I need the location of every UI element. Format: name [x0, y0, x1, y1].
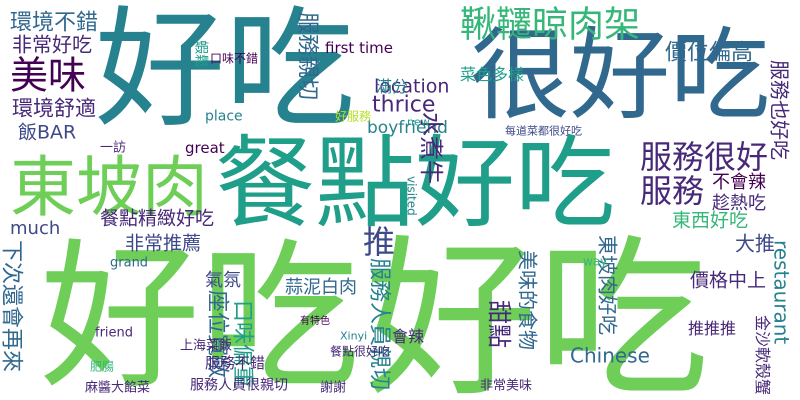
cloud-word: 推推推 [688, 319, 736, 338]
cloud-word: much [10, 218, 60, 239]
cloud-word: 服務 [640, 172, 704, 210]
cloud-word: 口味偏重 [230, 300, 255, 388]
cloud-word: 鞦韆晾肉架 [460, 5, 640, 46]
cloud-word: 每道菜都很好吃 [505, 124, 582, 138]
cloud-word: 非常美味 [480, 378, 532, 393]
cloud-word: 服務人員親切 [367, 258, 392, 390]
cloud-word: great [185, 139, 225, 157]
cloud-word: 服務也好吃 [767, 60, 791, 160]
cloud-word: 很好吃 [470, 17, 770, 134]
cloud-word: new [407, 116, 430, 129]
cloud-word: 非常推薦 [125, 233, 201, 255]
cloud-word: thrice [372, 92, 435, 117]
cloud-word: 氣氛 [205, 270, 241, 291]
cloud-word: 美味 [10, 53, 86, 97]
cloud-word: 肥腸 [90, 360, 114, 374]
cloud-word: 餐點好吃 [215, 125, 615, 242]
cloud-word: way [583, 255, 607, 269]
cloud-word: 大推 [735, 232, 775, 256]
cloud-word: 好吃 [95, 0, 355, 145]
cloud-word: 環境不錯 [10, 10, 98, 35]
cloud-word: 非常好吃 [12, 33, 92, 57]
cloud-word: 不會辣 [712, 172, 766, 193]
cloud-word: 服務親切 [295, 12, 320, 100]
cloud-word: 水煮牛 [417, 112, 445, 184]
cloud-word: 好吃 [40, 224, 360, 400]
cloud-word: boyfriend [367, 118, 448, 138]
cloud-word: 好服務 [335, 110, 371, 124]
cloud-word: 會辣 [392, 327, 424, 346]
cloud-word: friend [95, 325, 133, 340]
cloud-word: 服務人員很親切 [190, 377, 288, 393]
cloud-word: 麻醬大餡菜 [85, 379, 150, 395]
cloud-word: 下次還會再來 [0, 240, 24, 372]
cloud-word: 蝦鬆 [193, 40, 209, 68]
cloud-word: restaurant [769, 240, 793, 344]
cloud-word: 甜點 [485, 300, 513, 348]
cloud-word: 菜色多樣 [460, 65, 524, 84]
cloud-word: 一訪 [100, 139, 126, 155]
cloud-word: 有特色 [300, 314, 330, 327]
cloud-word: visited [404, 176, 418, 216]
cloud-word: Xinyi [340, 330, 367, 343]
cloud-word: 金沙軟殼蟹 [753, 315, 772, 395]
cloud-word: grand [110, 255, 148, 270]
cloud-word: 餐點很好吃 [330, 344, 390, 359]
cloud-word: 美味的食物 [515, 250, 539, 350]
cloud-word: 口味不錯 [210, 51, 258, 66]
cloud-word: 價格中上 [690, 270, 766, 292]
cloud-word: 謝謝 [320, 380, 346, 395]
cloud-word: 蒜泥白肉 [285, 277, 357, 298]
cloud-word: 好吃 [365, 219, 709, 400]
cloud-word: 座位寬敞 [205, 290, 230, 378]
cloud-word: 趁熱吃 [712, 193, 766, 214]
cloud-word: 推 [363, 223, 395, 261]
cloud-word: 上海菜飯 [180, 338, 232, 353]
cloud-word: 東坡肉好吃 [595, 235, 619, 335]
cloud-word: 服務很好 [640, 138, 768, 176]
cloud-word: first time [325, 39, 393, 57]
cloud-word: 價位偏高 [665, 40, 753, 65]
cloud-word: 飯BAR [18, 122, 76, 144]
cloud-word: place [205, 108, 243, 124]
cloud-word: 滿分 [376, 77, 408, 96]
cloud-word: Chinese [570, 344, 650, 368]
cloud-word: 環境舒適 [12, 96, 96, 120]
cloud-word: location [374, 76, 449, 98]
cloud-word: 東西好吃 [672, 210, 748, 232]
cloud-word: 服務不錯 [205, 354, 265, 372]
cloud-word: 東坡肉 [10, 149, 208, 226]
cloud-word: 餐點精緻好吃 [100, 208, 214, 230]
